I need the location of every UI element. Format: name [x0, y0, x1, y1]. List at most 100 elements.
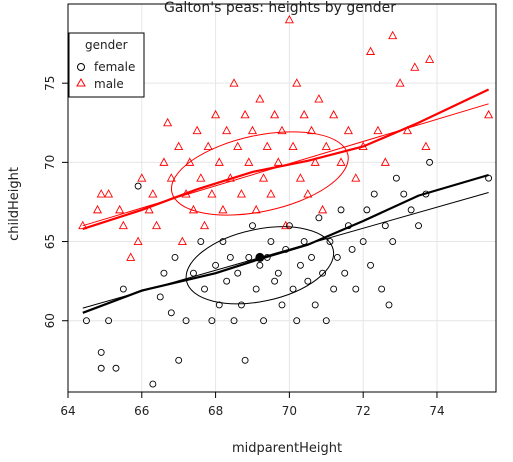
female-point [293, 317, 301, 325]
male-point [310, 157, 320, 166]
female-point [234, 269, 242, 277]
y-tick-label: 75 [43, 76, 57, 91]
male-point [159, 157, 169, 166]
male-point [388, 30, 398, 40]
legend-female-marker [77, 63, 85, 71]
male-point [281, 220, 291, 230]
y-axis-title: childHeight [7, 167, 22, 241]
male-point [185, 157, 195, 166]
female-point [370, 190, 378, 198]
male-point [177, 236, 187, 246]
male-point [288, 141, 298, 150]
data-points [78, 14, 494, 388]
female-point [167, 309, 175, 317]
female-point [230, 317, 238, 325]
male-point [96, 189, 106, 198]
legend-male-marker [76, 77, 86, 87]
female-point [385, 301, 393, 309]
female-point [415, 222, 422, 230]
x-axis-ticks: 64 66 68 70 72 74 [60, 392, 445, 418]
male-point [421, 141, 431, 150]
female-point [337, 206, 345, 214]
legend-female-label: female [94, 60, 135, 74]
female-point [171, 253, 179, 261]
female-point [426, 158, 434, 166]
x-axis-title: midparentHeight [232, 441, 342, 456]
legend: gender female male [68, 32, 145, 98]
male-point [484, 109, 494, 119]
male-point [229, 78, 239, 87]
male-point [203, 141, 213, 150]
density-ellipses [170, 131, 349, 305]
male-point [104, 189, 114, 198]
female-point [160, 269, 168, 277]
female-point [304, 277, 312, 285]
female-point [271, 277, 279, 285]
female-point [97, 348, 105, 356]
female-point [197, 238, 205, 246]
male-point [425, 54, 435, 63]
female-point [219, 238, 227, 246]
legend-male-label: male [94, 77, 124, 91]
male-point [199, 220, 210, 230]
male-point [233, 141, 243, 150]
male-point [380, 157, 390, 166]
female-point [267, 238, 275, 246]
male-point [151, 220, 162, 230]
male-point [255, 94, 265, 103]
male-density-ellipse [170, 131, 349, 216]
female-point [322, 317, 330, 325]
female-point [341, 269, 349, 277]
female-point [175, 356, 183, 364]
male-smooth-fit-line [82, 88, 490, 230]
male-point [365, 46, 376, 55]
x-tick-label: 66 [134, 404, 149, 418]
x-tick-label: 70 [282, 404, 297, 418]
female-point [156, 293, 164, 301]
female-point [407, 206, 415, 214]
x-tick-label: 72 [356, 404, 371, 418]
y-tick-label: 60 [43, 313, 57, 328]
x-tick-label: 64 [60, 404, 75, 418]
legend-title: gender [85, 38, 128, 52]
female-point [189, 269, 197, 277]
female-point [134, 182, 142, 190]
male-point [410, 62, 420, 71]
female-point [308, 253, 315, 261]
male-point [247, 125, 258, 135]
female-point [119, 285, 127, 293]
male-point [343, 125, 353, 135]
male-point [277, 125, 287, 135]
female-point [149, 380, 157, 388]
fit-lines [82, 88, 490, 314]
female-point [82, 317, 90, 325]
male-point [299, 109, 309, 119]
male-point [92, 204, 103, 214]
male-point [174, 141, 184, 150]
female-point [315, 214, 323, 222]
y-axis-ticks: 60 65 70 75 [43, 76, 68, 328]
male-point [244, 157, 254, 166]
female-point [363, 206, 371, 214]
female-point [330, 285, 338, 293]
female-point [256, 261, 264, 269]
female-point [400, 190, 408, 198]
male-point [133, 236, 143, 246]
male-point [251, 204, 261, 214]
female-point [289, 285, 297, 293]
male-point [196, 173, 206, 182]
male-point [395, 78, 405, 87]
female-point [348, 246, 356, 253]
male-point [306, 125, 317, 135]
female-point [389, 238, 397, 246]
male-point [351, 173, 361, 182]
female-point [249, 222, 256, 230]
female-point [333, 253, 341, 261]
male-point [262, 141, 272, 150]
male-point [148, 189, 158, 198]
female-density-ellipse [185, 226, 335, 305]
female-point [278, 301, 286, 309]
female-point [208, 317, 216, 325]
female-point [392, 174, 400, 182]
